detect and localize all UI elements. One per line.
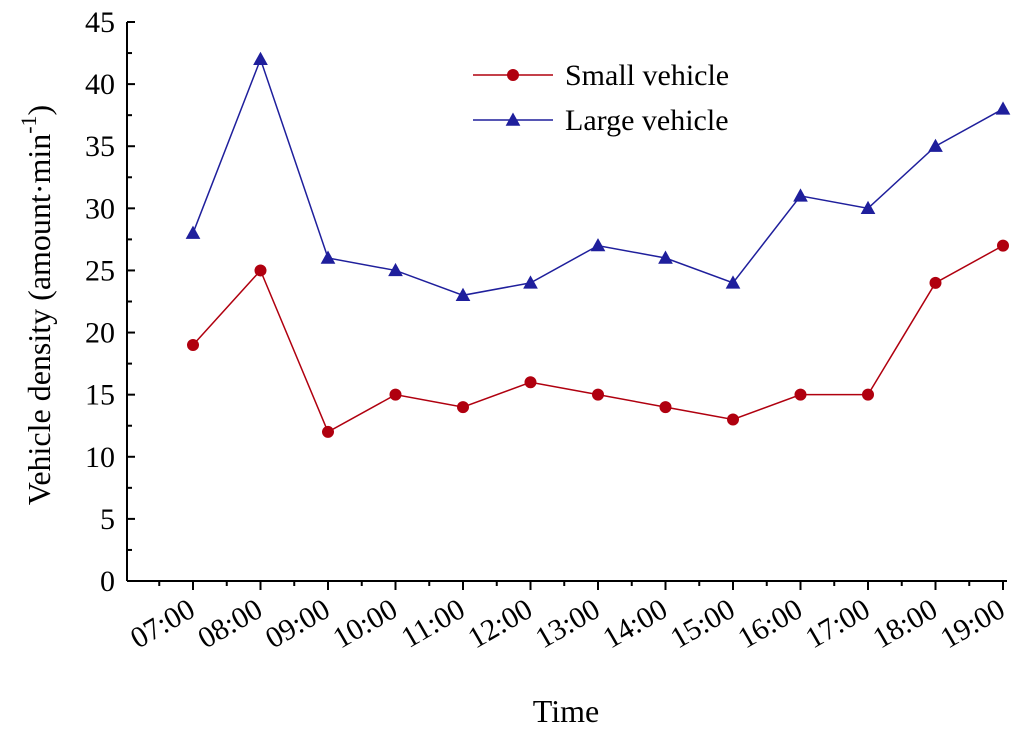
data-point [524, 376, 537, 389]
y-tick-label: 25 [85, 254, 115, 287]
data-point [793, 188, 808, 202]
legend-label: Large vehicle [565, 104, 729, 137]
legend-swatch-marker [507, 69, 519, 81]
x-tick-label: 14:00 [597, 592, 673, 655]
data-point [929, 276, 942, 289]
series-line [192, 57, 1004, 297]
data-point [727, 413, 739, 426]
x-tick-label: 15:00 [665, 592, 741, 655]
data-point [185, 225, 201, 239]
y-axis-ticks: 0 5 10 15 20 25 30 35 40 45 [85, 6, 135, 598]
legend-item: Large vehicle [473, 104, 729, 137]
y-tick-label: 15 [85, 379, 115, 412]
x-tick-label: 18:00 [867, 592, 943, 655]
data-point [928, 138, 943, 152]
data-point [659, 401, 672, 414]
data-point [658, 250, 673, 264]
data-point [523, 275, 538, 289]
series-layer [185, 51, 1011, 438]
series-small-vehicle [187, 239, 1009, 438]
y-tick-label: 45 [85, 6, 115, 39]
y-tick-label: 5 [100, 503, 115, 536]
y-axis-title-superscript: -1 [16, 115, 41, 133]
data-point [320, 250, 336, 264]
data-point [997, 239, 1009, 252]
x-axis-title: Time [533, 693, 599, 729]
data-point [860, 200, 876, 215]
y-tick-label: 35 [85, 130, 115, 163]
data-point [590, 238, 606, 252]
y-axis-title: Vehicle density (amount·min-1) [16, 105, 57, 505]
x-tick-label: 07:00 [125, 592, 201, 655]
data-point [389, 388, 402, 401]
y-tick-label: 10 [85, 441, 115, 474]
data-point [862, 388, 874, 401]
x-tick-label: 08:00 [192, 592, 268, 655]
y-tick-label: 30 [85, 192, 115, 225]
data-point [253, 51, 268, 65]
data-point [187, 338, 199, 351]
series-line [192, 244, 1004, 433]
y-axis-title-close: ) [21, 105, 57, 116]
data-point [457, 401, 469, 414]
x-tick-label: 13:00 [530, 592, 606, 655]
x-axis-ticks: 07:0008:0009:0010:0011:0012:0013:0014:00… [125, 581, 1011, 655]
x-tick-label: 19:00 [935, 592, 1011, 655]
data-point [725, 275, 741, 289]
data-point [455, 287, 471, 301]
data-point [592, 388, 604, 401]
x-tick-label: 17:00 [800, 592, 876, 655]
data-point [995, 101, 1011, 115]
data-point [388, 262, 403, 277]
x-tick-label: 12:00 [462, 592, 538, 655]
series-large-vehicle [185, 51, 1011, 301]
x-tick-label: 16:00 [732, 592, 808, 655]
legend-label: Small vehicle [565, 59, 729, 92]
legend-item: Small vehicle [473, 59, 729, 92]
legend: Small vehicle Large vehicle [473, 59, 729, 137]
data-point [254, 264, 267, 277]
y-tick-label: 40 [85, 68, 115, 101]
y-tick-label: 20 [85, 317, 115, 350]
y-tick-label: 0 [100, 565, 115, 598]
x-tick-label: 10:00 [327, 592, 403, 655]
data-point [322, 425, 334, 438]
x-tick-label: 09:00 [260, 592, 336, 655]
data-point [794, 388, 807, 401]
x-tick-label: 11:00 [396, 592, 471, 654]
legend-swatch-marker [505, 112, 521, 126]
y-axis-title-main: Vehicle density (amount·min [21, 134, 57, 505]
